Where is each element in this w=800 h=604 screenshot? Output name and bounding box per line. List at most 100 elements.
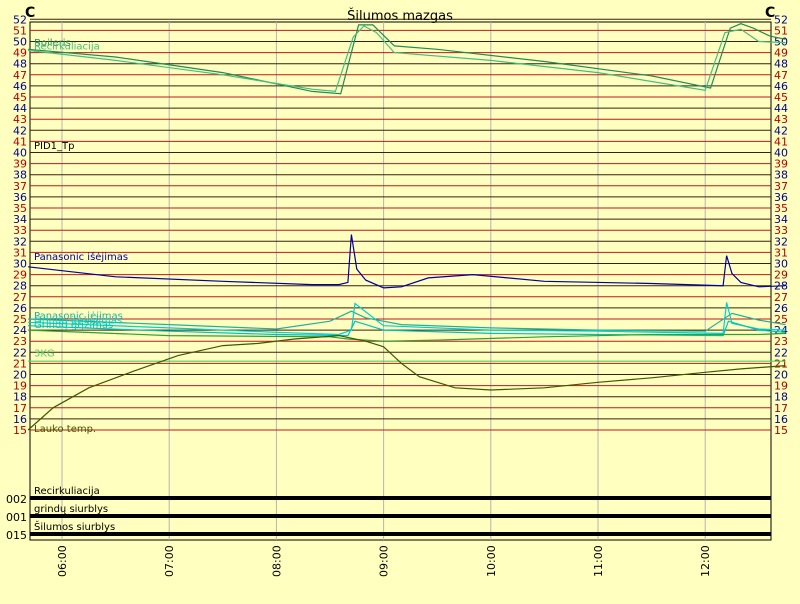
y-tick-label-right: 18 [774, 391, 788, 404]
y-tick-label-right: 37 [774, 180, 788, 193]
y-tick-label-left: 34 [13, 213, 27, 226]
y-tick-label-left: 40 [13, 147, 27, 160]
plot-frame [29, 21, 772, 541]
series-label: Panasonic išėjimas [34, 251, 128, 263]
series-label: Recirkuliacija [34, 41, 100, 52]
series-label: Panasonic įėjimas [34, 311, 123, 322]
y-tick-label-right: 49 [774, 47, 788, 60]
series-line [27, 334, 786, 431]
extra-label: PID1_Tp [34, 141, 75, 152]
series-label: Lauko temp. [34, 424, 96, 435]
y-tick-label-right: 29 [774, 269, 788, 282]
y-tick-label-left: 15 [13, 424, 27, 437]
x-tick-label: 07:00 [163, 545, 176, 577]
y-tick-label-left: 39 [13, 158, 27, 171]
series-line [28, 320, 786, 337]
y-tick-label-right: 27 [774, 291, 788, 304]
y-tick-label-right: 21 [774, 357, 788, 370]
y-tick-label-left: 23 [13, 335, 27, 348]
y-tick-label-left: 29 [13, 269, 27, 282]
y-tick-label-left: 36 [13, 191, 27, 204]
y-tick-label-left: 51 [13, 24, 27, 37]
y-tick-label-right: 43 [774, 113, 788, 126]
y-tick-label-left: 45 [13, 91, 27, 104]
y-tick-label-right: 22 [774, 346, 788, 359]
y-tick-label-left: 38 [13, 169, 27, 182]
y-unit-left: C [25, 5, 35, 21]
y-tick-label-left: 31 [13, 246, 27, 259]
y-tick-label-right: 24 [774, 324, 788, 337]
y-tick-label-left: 47 [13, 69, 27, 82]
y-tick-label-left: 26 [13, 302, 27, 315]
x-tick-label: 11:00 [592, 545, 605, 577]
y-tick-label-left: 20 [13, 369, 27, 382]
series-line [28, 23, 786, 95]
y-tick-label-left: 46 [13, 80, 27, 93]
y-tick-label-right: 46 [774, 80, 788, 93]
y-tick-label-left: 27 [13, 291, 27, 304]
y-tick-label-right: 20 [774, 369, 788, 382]
y-tick-label-right: 51 [774, 24, 788, 37]
y-tick-label-right: 36 [774, 191, 788, 204]
y-tick-label-right: 45 [774, 91, 788, 104]
series-line [28, 25, 786, 93]
y-tick-label-left: 35 [13, 202, 27, 215]
y-unit-right: C [765, 5, 775, 21]
y-tick-label-left: 22 [13, 346, 27, 359]
series-label: Grindų įtekėjimas [34, 315, 122, 326]
y-tick-label-left: 50 [13, 36, 27, 49]
y-tick-label-left: 44 [13, 102, 27, 115]
y-tick-label-right: 33 [774, 224, 788, 237]
y-tick-label-left: 32 [13, 235, 27, 248]
y-tick-label-left: 30 [13, 258, 27, 271]
y-tick-label-right: 41 [774, 135, 788, 148]
y-tick-label-right: 35 [774, 202, 788, 215]
y-tick-label-right: 39 [774, 158, 788, 171]
y-tick-label-left: 42 [13, 124, 27, 137]
y-tick-label-right: 16 [774, 413, 788, 426]
y-tick-label-right: 34 [774, 213, 788, 226]
x-tick-label: 08:00 [270, 545, 283, 577]
digital-channel-label: Šilumos siurblys [34, 520, 115, 533]
digital-channel-code: 015 [6, 529, 27, 542]
x-tick-label: 09:00 [378, 545, 391, 577]
y-tick-label-left: 25 [13, 313, 27, 326]
y-tick-label-left: 18 [13, 391, 27, 404]
y-tick-label-left: 19 [13, 380, 27, 393]
y-tick-label-left: 52 [13, 13, 27, 26]
y-tick-label-right: 17 [774, 402, 788, 415]
y-tick-label-right: 30 [774, 258, 788, 271]
y-tick-label-right: 44 [774, 102, 788, 115]
x-tick-label: 10:00 [485, 545, 498, 577]
y-tick-label-right: 15 [774, 424, 788, 437]
y-tick-label-right: 31 [774, 246, 788, 259]
y-tick-label-left: 24 [13, 324, 27, 337]
series-line [28, 329, 786, 342]
y-tick-label-right: 47 [774, 69, 788, 82]
digital-channel-label: Recirkuliacija [34, 486, 100, 497]
series-line [28, 234, 786, 289]
y-tick-label-right: 48 [774, 58, 788, 71]
y-tick-label-left: 37 [13, 180, 27, 193]
y-tick-label-right: 42 [774, 124, 788, 137]
y-tick-label-right: 23 [774, 335, 788, 348]
y-tick-label-right: 40 [774, 147, 788, 160]
y-tick-label-left: 41 [13, 135, 27, 148]
y-tick-label-right: 26 [774, 302, 788, 315]
y-tick-label-left: 17 [13, 402, 27, 415]
chart-title: Šilumos mazgas [347, 8, 453, 24]
digital-channel-label: grindų siurblys [34, 504, 108, 515]
y-tick-label-left: 33 [13, 224, 27, 237]
y-tick-label-right: 19 [774, 380, 788, 393]
y-tick-label-right: 52 [774, 13, 788, 26]
y-tick-label-left: 28 [13, 280, 27, 293]
series-line [28, 302, 786, 336]
y-tick-label-left: 49 [13, 47, 27, 60]
series-line [28, 310, 786, 332]
y-tick-label-left: 16 [13, 413, 27, 426]
y-tick-label-right: 32 [774, 235, 788, 248]
series-label: Boileris [34, 38, 71, 49]
y-tick-label-right: 38 [774, 169, 788, 182]
